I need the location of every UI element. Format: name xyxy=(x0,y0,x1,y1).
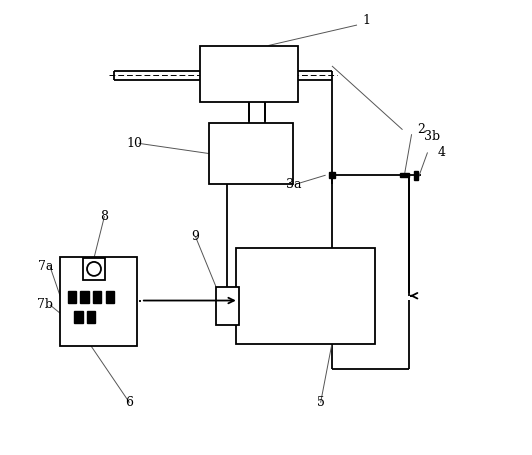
Bar xyxy=(216,287,239,325)
Text: 7a: 7a xyxy=(38,260,53,273)
Circle shape xyxy=(87,262,101,276)
Bar xyxy=(236,248,375,344)
Text: 4: 4 xyxy=(437,146,445,159)
Bar xyxy=(209,123,293,184)
Text: 5: 5 xyxy=(317,396,325,409)
Bar xyxy=(400,173,409,177)
Bar xyxy=(200,46,298,102)
Text: 10: 10 xyxy=(126,137,142,150)
Bar xyxy=(68,291,76,303)
Text: 9: 9 xyxy=(192,230,200,243)
Bar xyxy=(93,291,101,303)
Text: 1: 1 xyxy=(362,14,370,27)
Bar xyxy=(83,258,105,280)
Bar xyxy=(80,291,88,303)
Text: 2: 2 xyxy=(417,123,425,136)
Bar xyxy=(329,172,335,178)
Bar xyxy=(414,171,419,180)
Text: 6: 6 xyxy=(126,396,134,409)
Text: 7b: 7b xyxy=(37,298,53,311)
Text: 3b: 3b xyxy=(424,130,440,143)
Text: 8: 8 xyxy=(101,210,109,222)
Bar xyxy=(60,257,137,346)
Bar xyxy=(106,291,114,303)
Bar xyxy=(87,311,95,323)
Text: 3a: 3a xyxy=(286,178,301,191)
Bar xyxy=(74,311,82,323)
